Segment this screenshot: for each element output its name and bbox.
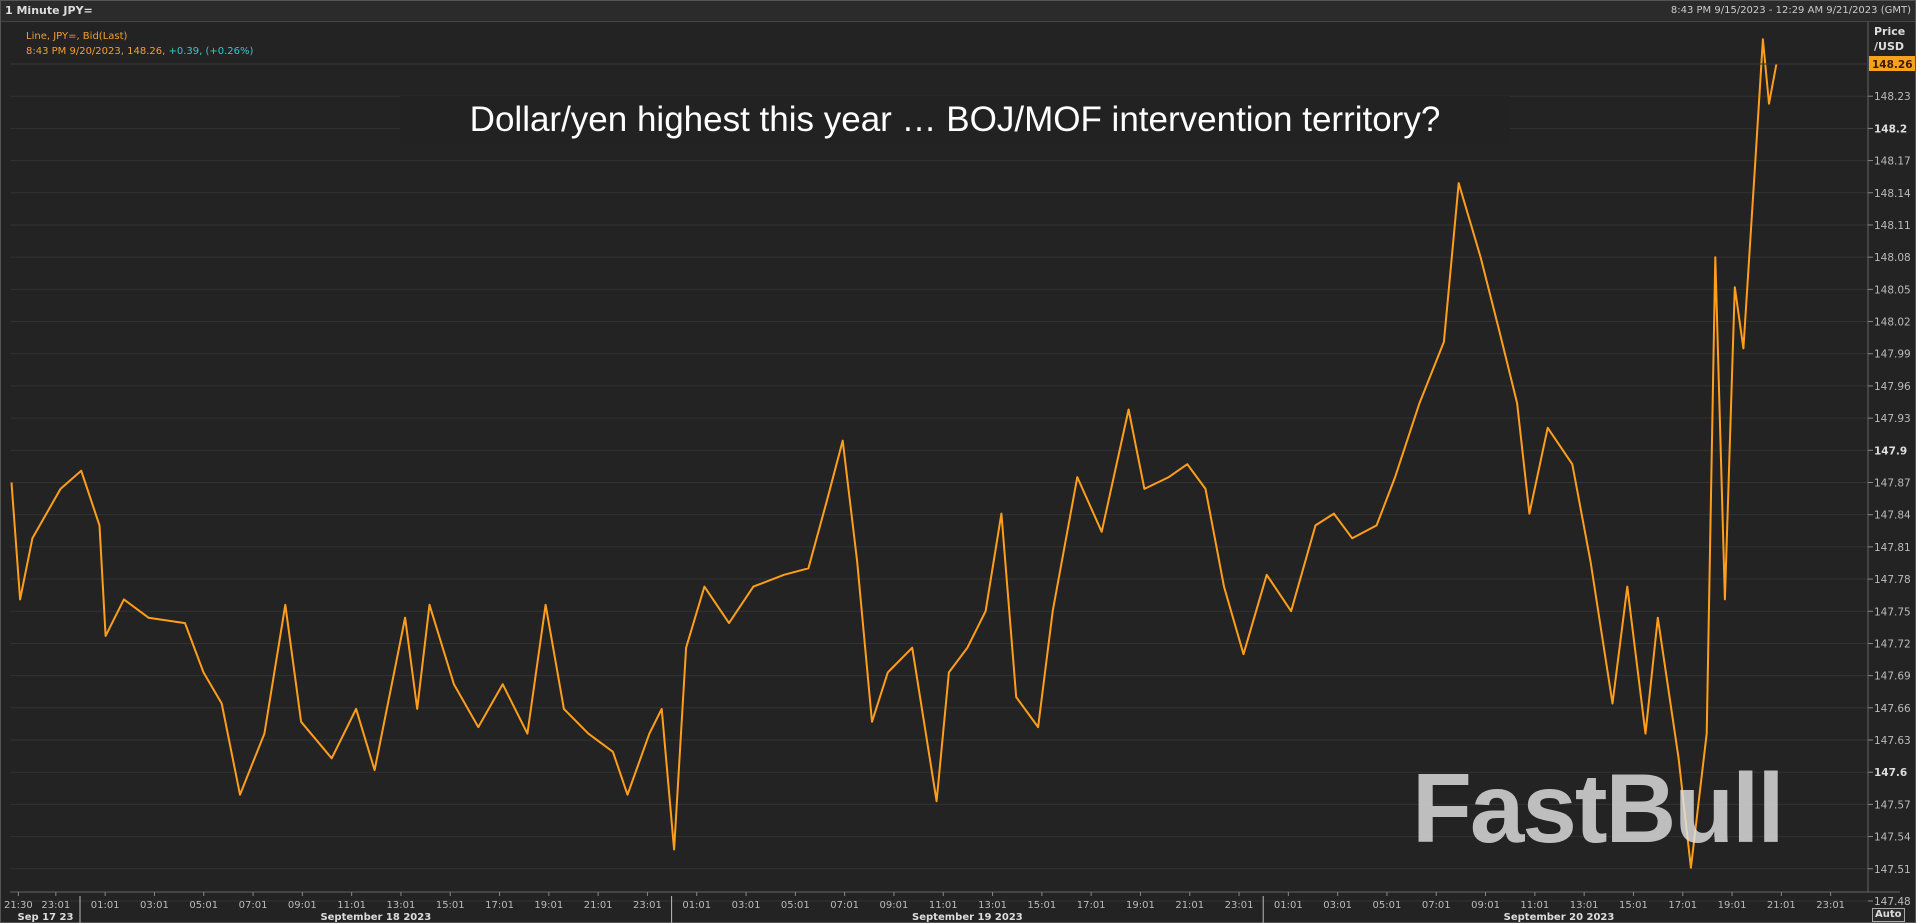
y-tick-label: 147.54 [1874, 832, 1911, 844]
x-tick-label: 01:01 [1274, 900, 1303, 911]
x-tick-label: 11:01 [337, 900, 366, 911]
y-tick-label: 148.23 [1874, 91, 1911, 103]
x-tick-label: 17:01 [485, 900, 514, 911]
y-tick-label: 148.2 [1874, 123, 1907, 135]
x-tick-label: 13:01 [978, 900, 1007, 911]
last-price-marker: 148.26 [10, 56, 1915, 72]
x-tick-label: 09:01 [288, 900, 317, 911]
x-tick-label: 21:01 [584, 900, 613, 911]
y-tick-label: 147.87 [1874, 477, 1911, 489]
fastbull-watermark: FastBull [1412, 753, 1785, 863]
price-line [10, 38, 1778, 869]
x-tick-label: 17:01 [1077, 900, 1106, 911]
y-tick-label: 147.75 [1874, 606, 1911, 618]
day-label: September 20 2023 [1504, 912, 1615, 923]
y-tick-label: 147.9 [1874, 445, 1907, 457]
y-tick-label: 147.6 [1874, 767, 1907, 779]
y-tick-label: 148.11 [1874, 220, 1911, 232]
day-label: September 18 2023 [320, 912, 431, 923]
x-tick-label: 23:01 [633, 900, 662, 911]
x-tick-label: 09:01 [1471, 900, 1500, 911]
y-tick-label: 147.78 [1874, 574, 1911, 586]
axis-unit-line2: /USD [1874, 40, 1905, 53]
y-tick-label: 147.84 [1874, 510, 1911, 522]
x-tick-label: 23:01 [1816, 900, 1845, 911]
legend-last-value: 8:43 PM 9/20/2023, 148.26, +0.39, (+0.26… [26, 44, 253, 59]
x-tick-label: 13:01 [1570, 900, 1599, 911]
y-axis: 148.23 148.2 148.17 148.14 148.11 148.08 148.0… [1867, 22, 1911, 908]
y-tick-label: 148.08 [1874, 252, 1911, 264]
y-tick-label: 148.02 [1874, 317, 1911, 329]
x-tick-label: 23:01 [41, 900, 70, 911]
last-price-label: 148.26 [1872, 59, 1913, 71]
x-tick-label: 07:01 [239, 900, 268, 911]
x-axis: 21:30 23:01 01:01 03:01 05:01 07:01 09:01 11:01… [4, 891, 1900, 923]
auto-scale-button[interactable]: Auto [1872, 908, 1905, 922]
y-tick-label: 147.51 [1874, 864, 1911, 876]
y-tick-label: 147.96 [1874, 381, 1911, 393]
x-tick-label: 05:01 [189, 900, 218, 911]
x-tick-label: 15:01 [436, 900, 465, 911]
window-title: 1 Minute JPY= [5, 4, 93, 17]
x-tick-label: 17:01 [1668, 900, 1697, 911]
y-tick-label: 147.48 [1874, 896, 1911, 908]
x-tick-label: 11:01 [929, 900, 958, 911]
title-bar: 1 Minute JPY= 8:43 PM 9/15/2023 - 12:29 … [1, 1, 1915, 22]
y-tick-label: 147.66 [1874, 703, 1911, 715]
x-tick-label: 19:01 [534, 900, 563, 911]
x-tick-label: 07:01 [830, 900, 859, 911]
x-tick-label: 01:01 [91, 900, 120, 911]
legend-last-price: 8:43 PM 9/20/2023, 148.26, [26, 46, 169, 57]
x-tick-label: 19:01 [1126, 900, 1155, 911]
day-label: Sep 17 23 [18, 912, 74, 923]
x-tick-label: 21:30 [4, 900, 33, 911]
axis-unit-label: Price /USD [1874, 24, 1905, 54]
y-tick-label: 147.72 [1874, 638, 1911, 650]
y-tick-label: 147.69 [1874, 671, 1911, 683]
x-tick-label: 11:01 [1520, 900, 1549, 911]
axis-unit-line1: Price [1874, 25, 1906, 38]
date-range: 8:43 PM 9/15/2023 - 12:29 AM 9/21/2023 (… [1670, 5, 1911, 16]
y-tick-label: 147.81 [1874, 542, 1911, 554]
x-tick-label: 05:01 [781, 900, 810, 911]
legend-series: Line, JPY=, Bid(Last) [26, 31, 128, 42]
y-tick-label: 147.63 [1874, 735, 1911, 747]
legend-change: +0.39, (+0.26%) [168, 46, 254, 57]
x-tick-label: 09:01 [880, 900, 909, 911]
x-tick-label: 03:01 [732, 900, 761, 911]
chart-headline: Dollar/yen highest this year … BOJ/MOF i… [400, 96, 1510, 144]
last-price-badge [1869, 56, 1915, 72]
y-tick-label: 147.57 [1874, 799, 1911, 811]
x-tick-label: 03:01 [140, 900, 169, 911]
x-tick-label: 03:01 [1323, 900, 1352, 911]
gridlines [10, 95, 1868, 902]
x-tick-label: 19:01 [1718, 900, 1747, 911]
x-tick-label: 15:01 [1619, 900, 1648, 911]
y-tick-label: 147.99 [1874, 349, 1911, 361]
y-tick-label: 148.17 [1874, 156, 1911, 168]
x-tick-label: 05:01 [1373, 900, 1402, 911]
x-tick-label: 23:01 [1225, 900, 1254, 911]
legend: Line, JPY=, Bid(Last) 8:43 PM 9/20/2023,… [26, 29, 253, 59]
y-tick-label: 148.14 [1874, 188, 1911, 200]
x-tick-label: 07:01 [1422, 900, 1451, 911]
x-tick-label: 21:01 [1175, 900, 1204, 911]
x-tick-label: 13:01 [387, 900, 416, 911]
x-tick-label: 21:01 [1767, 900, 1796, 911]
y-tick-label: 147.93 [1874, 413, 1911, 425]
x-tick-label: 15:01 [1027, 900, 1056, 911]
y-tick-label: 148.05 [1874, 284, 1911, 296]
x-tick-label: 01:01 [682, 900, 711, 911]
day-label: September 19 2023 [912, 912, 1023, 923]
